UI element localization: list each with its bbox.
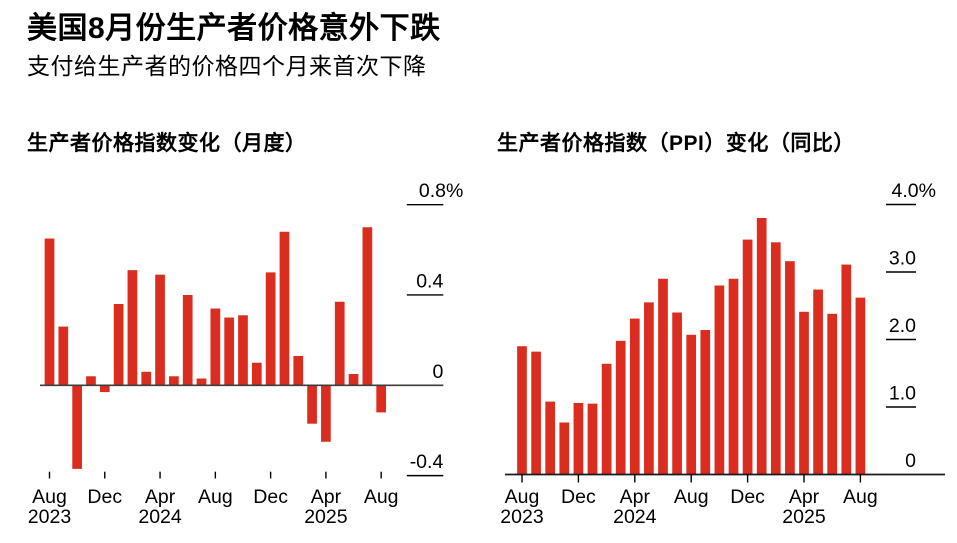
bar-mar-2025: [785, 261, 795, 475]
bar-jul-2024: [196, 378, 207, 386]
y-tick-label: 2.0: [889, 315, 916, 337]
bar-feb-2025: [293, 355, 304, 386]
x-tick-month-label: Dec: [561, 486, 596, 508]
bar-apr-2025: [321, 385, 331, 442]
bar-jun-2025: [348, 374, 359, 386]
bar-feb-2025: [770, 242, 781, 475]
page-title: 美国8月份生产者价格意外下跌: [27, 12, 441, 45]
bar-apr-2025: [799, 311, 809, 475]
bar-feb-2024: [601, 363, 612, 475]
bar-oct-2024: [238, 315, 248, 386]
y-tick-label: 0: [432, 361, 443, 383]
bar-oct-2024: [714, 285, 725, 475]
bar-mar-2024: [615, 340, 626, 475]
bar-apr-2024: [155, 274, 165, 386]
x-tick-month-label: Dec: [730, 486, 765, 508]
bar-oct-2023: [72, 385, 82, 469]
bar-dec-2023: [99, 385, 110, 393]
bar-may-2024: [644, 302, 654, 475]
bar-jun-2024: [182, 294, 193, 386]
x-tick-year-label: 2023: [500, 506, 543, 528]
x-tick-month-label: Apr: [145, 486, 176, 508]
bar-nov-2024: [728, 278, 739, 475]
bar-feb-2024: [127, 270, 138, 386]
x-tick-month-label: Aug: [843, 486, 878, 508]
x-tick-month-label: Apr: [311, 486, 342, 508]
bar-nov-2023: [86, 376, 96, 386]
x-tick-year-label: 2025: [782, 506, 826, 528]
bar-sep-2023: [58, 326, 69, 386]
x-tick-month-label: Dec: [87, 486, 122, 508]
x-tick-year-label: 2023: [28, 506, 71, 528]
bar-dec-2023: [573, 402, 584, 475]
bar-jun-2025: [827, 313, 838, 475]
bar-aug-2023: [44, 238, 55, 386]
bar-nov-2023: [559, 422, 570, 475]
x-tick-year-label: 2024: [613, 506, 657, 528]
bar-sep-2024: [700, 330, 711, 475]
y-tick-label: -0.4: [410, 451, 444, 473]
monthly-chart-title: 生产者价格指数变化（月度）: [27, 132, 307, 155]
bar-aug-2024: [210, 308, 221, 386]
bar-jan-2024: [587, 403, 598, 475]
bar-aug-2025: [855, 297, 866, 475]
bar-may-2024: [169, 376, 179, 386]
bar-dec-2024: [742, 239, 753, 475]
x-tick-month-label: Apr: [789, 486, 820, 508]
x-tick-year-label: 2025: [304, 506, 348, 528]
x-tick-month-label: Dec: [253, 486, 288, 508]
bar-mar-2025: [307, 385, 317, 424]
bar-jan-2025: [279, 231, 290, 386]
bar-sep-2023: [531, 351, 541, 475]
x-tick-month-label: Aug: [674, 486, 709, 508]
bar-oct-2023: [545, 401, 556, 475]
bar-sep-2024: [224, 317, 235, 386]
bar-dec-2024: [265, 272, 276, 386]
y-tick-label: 3.0: [889, 248, 916, 270]
page-subtitle: 支付给生产者的价格四个月来首次下降: [27, 53, 427, 79]
yoy-chart-title: 生产者价格指数（PPI）变化（同比）: [497, 132, 855, 155]
bar-aug-2023: [517, 346, 527, 475]
x-tick-month-label: Aug: [32, 486, 67, 508]
bar-nov-2024: [251, 362, 262, 386]
bar-aug-2024: [686, 334, 697, 475]
bar-apr-2024: [629, 318, 640, 475]
bar-jan-2025: [756, 218, 767, 475]
bar-aug-2025: [376, 385, 387, 413]
bar-jul-2024: [672, 312, 682, 475]
x-tick-month-label: Aug: [198, 486, 233, 508]
y-tick-label: 0: [905, 450, 916, 472]
bar-jul-2025: [362, 227, 373, 386]
x-tick-month-label: Apr: [620, 486, 651, 508]
y-tick-label: 0.8%: [419, 180, 463, 202]
y-tick-label: 1.0: [889, 383, 916, 405]
bar-jul-2025: [841, 264, 852, 475]
x-tick-month-label: Aug: [364, 486, 399, 508]
y-tick-label: 0.4: [416, 270, 443, 292]
bar-may-2025: [334, 301, 345, 386]
bar-jan-2024: [113, 304, 124, 386]
x-tick-month-label: Aug: [505, 486, 540, 508]
bar-mar-2024: [141, 371, 152, 386]
x-tick-year-label: 2024: [138, 506, 182, 528]
bar-may-2025: [813, 289, 823, 475]
y-tick-label: 4.0%: [892, 180, 936, 202]
bar-jun-2024: [658, 278, 668, 475]
